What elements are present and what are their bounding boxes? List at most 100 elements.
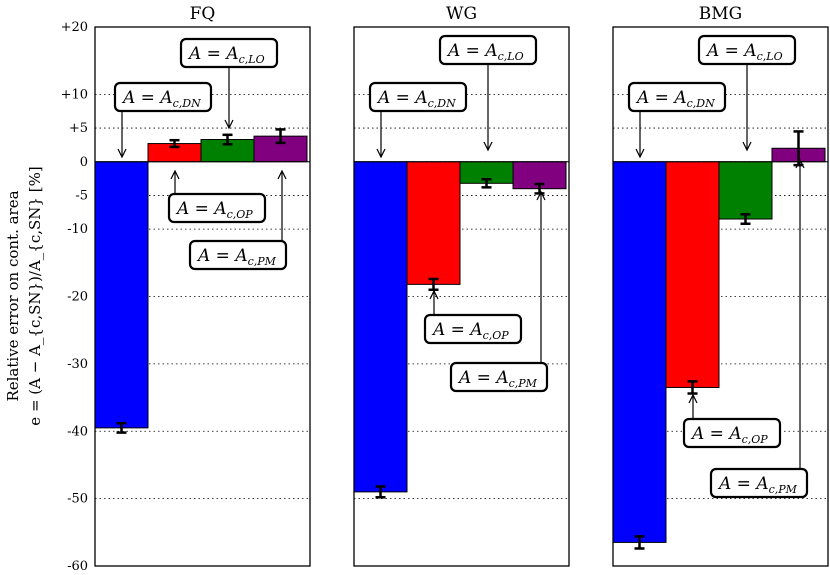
annotation-arrowhead xyxy=(688,393,698,404)
y-axis-ticks: +20 +10 +5 0 -5 -10 -20 -30 -40 -50 -60 xyxy=(61,20,88,574)
annotation-subscript: c,PM xyxy=(248,255,277,268)
error-bar xyxy=(222,133,233,146)
annotation-box xyxy=(682,417,782,449)
annotation-c-pm: A = Ac,PM xyxy=(709,158,809,499)
annotation-subscript: c,LO xyxy=(757,50,783,63)
annotation-c-dn: A = Ac,DN xyxy=(368,81,468,159)
annotation-arrowhead xyxy=(170,169,180,180)
y-tick-label: -60 xyxy=(67,559,88,574)
annotation-subscript: c,DN xyxy=(428,97,456,110)
y-tick-label: +20 xyxy=(61,20,88,35)
annotation-label: A = Ac,LO xyxy=(446,41,524,63)
bar-op xyxy=(665,161,720,388)
panel-frame xyxy=(353,26,570,567)
bar-dn xyxy=(612,161,667,543)
annotation-subscript: c,PM xyxy=(509,377,538,390)
annotation-arrowhead xyxy=(635,148,645,159)
annotation-c-op: A = Ac,OP xyxy=(167,169,267,224)
error-bar xyxy=(481,178,492,189)
annotation-box xyxy=(449,361,549,393)
y-axis-label-line2: e = (A − A_{c,SN})/A_{c,SN} [%] xyxy=(26,166,44,425)
annotation-subscript: c,PM xyxy=(769,483,798,496)
annotation-box xyxy=(627,81,727,113)
annotation-box xyxy=(709,467,809,499)
error-bar xyxy=(428,277,439,292)
error-bar xyxy=(116,421,127,434)
annotation-subscript: c,OP xyxy=(227,208,254,221)
error-bar xyxy=(275,128,286,145)
annotation-label: A = Ac,LO xyxy=(187,44,265,66)
error-bar xyxy=(169,138,180,149)
bar-lo xyxy=(718,161,773,220)
annotation-label: A = Ac,OP xyxy=(431,320,509,342)
annotation-arrowhead xyxy=(224,119,234,130)
panel-fq: FQ A = Ac,DN A = Ac,LO A = Ac,OP A = Ac,PM xyxy=(94,4,311,567)
annotation-subscript: c,LO xyxy=(498,50,524,63)
panel-title: FQ xyxy=(190,4,216,24)
annotation-c-dn: A = Ac,DN xyxy=(627,81,727,159)
annotation-box xyxy=(167,192,267,224)
y-tick-label: -5 xyxy=(75,188,88,203)
annotation-subscript: c,LO xyxy=(239,53,265,66)
annotation-c-dn: A = Ac,DN xyxy=(113,81,213,159)
y-tick-label: 0 xyxy=(80,155,88,170)
error-bar xyxy=(793,130,804,167)
annotation-box xyxy=(697,34,797,66)
bar-dn xyxy=(94,161,149,429)
annotation-arrowhead xyxy=(795,158,805,169)
panel-bmg: BMG A = Ac,DN A = Ac,LO A = Ac,OP A = Ac,PM xyxy=(612,4,829,567)
y-tick-label: +10 xyxy=(61,87,88,102)
error-bar xyxy=(534,182,545,195)
panel-frame xyxy=(612,26,829,567)
annotation-label: A = Ac,DN xyxy=(635,88,715,110)
y-tick-label: +5 xyxy=(69,121,88,136)
annotation-c-lo: A = Ac,LO xyxy=(697,34,797,152)
annotation-subscript: c,OP xyxy=(483,329,510,342)
y-axis-label: Relative error on cont. area e = (A − A_… xyxy=(4,166,44,425)
annotation-label: A = Ac,PM xyxy=(196,246,277,268)
y-tick-label: -40 xyxy=(67,424,88,439)
annotation-c-lo: A = Ac,LO xyxy=(179,37,279,130)
annotation-arrowhead xyxy=(376,148,386,159)
error-bar xyxy=(740,213,751,225)
annotation-subscript: c,OP xyxy=(742,433,769,446)
annotation-label: A = Ac,DN xyxy=(121,88,201,110)
annotation-box xyxy=(188,239,288,271)
panel-wg: WG A = Ac,DN A = Ac,LO A = Ac,OP A = Ac,PM xyxy=(353,4,570,567)
y-axis-label-line1: Relative error on cont. area xyxy=(4,190,22,401)
annotation-box xyxy=(423,313,523,345)
annotation-c-lo: A = Ac,LO xyxy=(438,34,538,152)
error-bar xyxy=(634,535,645,550)
annotation-label: A = Ac,OP xyxy=(690,424,768,446)
y-tick-label: -30 xyxy=(67,357,88,372)
annotation-box xyxy=(113,81,213,113)
annotation-label: A = Ac,PM xyxy=(457,368,538,390)
annotation-arrowhead xyxy=(117,148,127,159)
annotation-label: A = Ac,OP xyxy=(175,199,253,221)
annotation-box xyxy=(368,81,468,113)
y-tick-label: -10 xyxy=(67,222,88,237)
annotation-label: A = Ac,LO xyxy=(705,41,783,63)
annotation-c-pm: A = Ac,PM xyxy=(449,190,549,393)
annotation-label: A = Ac,PM xyxy=(717,474,798,496)
bar-dn xyxy=(353,161,408,493)
annotation-arrowhead xyxy=(536,190,546,201)
panel-frame xyxy=(94,26,311,567)
bar-op xyxy=(406,161,461,285)
annotation-box xyxy=(179,37,279,69)
annotation-subscript: c,DN xyxy=(173,97,201,110)
annotation-subscript: c,DN xyxy=(687,97,715,110)
annotation-arrowhead xyxy=(742,141,752,152)
annotation-c-pm: A = Ac,PM xyxy=(188,169,288,271)
y-tick-label: -50 xyxy=(67,492,88,507)
error-bar xyxy=(375,485,386,499)
panel-title: WG xyxy=(446,4,477,24)
annotation-c-op: A = Ac,OP xyxy=(423,289,523,345)
annotation-c-op: A = Ac,OP xyxy=(682,393,782,449)
y-tick-label: -20 xyxy=(67,290,88,305)
chart-panels: FQA = Ac,DNA = Ac,LOA = Ac,OPA = Ac,PMWG… xyxy=(94,4,829,567)
annotation-arrowhead xyxy=(483,141,493,152)
annotation-arrowhead xyxy=(277,169,287,180)
annotation-box xyxy=(438,34,538,66)
